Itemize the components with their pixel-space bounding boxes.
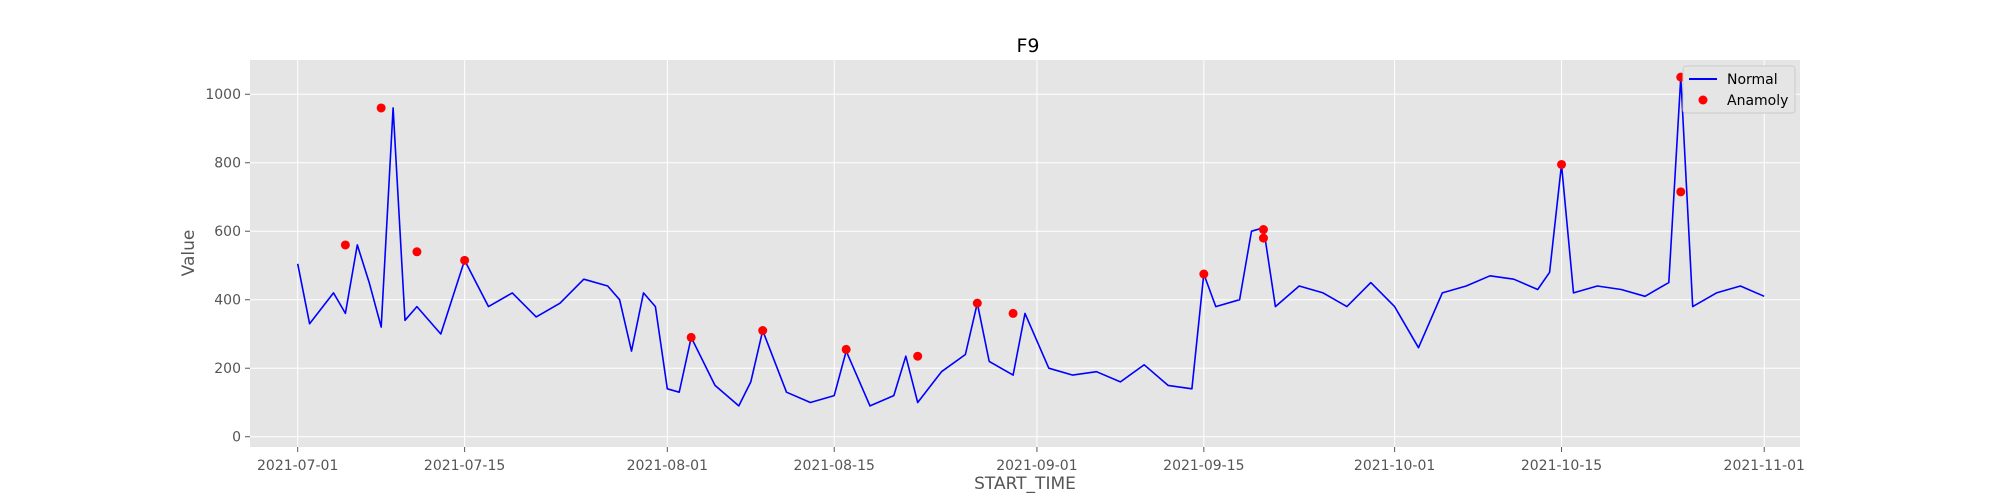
y-tick-label: 0	[232, 430, 241, 446]
legend-anomaly-swatch	[1698, 95, 1708, 105]
y-tick-label: 600	[214, 224, 241, 240]
y-axis-ticks: 0 200 400 600 800 1000	[205, 87, 250, 446]
anomaly-point	[972, 298, 982, 308]
legend: Normal Anamoly	[1682, 65, 1796, 114]
legend-box	[1682, 65, 1796, 114]
plot-area	[250, 60, 1800, 447]
x-tick-label: 2021-08-15	[794, 458, 875, 474]
y-tick-label: 800	[214, 156, 241, 172]
anomaly-point	[841, 344, 851, 354]
anomaly-point	[460, 255, 470, 265]
anomaly-point	[758, 326, 768, 336]
anomaly-point	[913, 351, 923, 361]
anomaly-point	[686, 332, 696, 342]
x-tick-label: 2021-07-01	[257, 458, 338, 474]
anomaly-point	[1258, 233, 1268, 243]
anomaly-point	[340, 240, 350, 250]
series	[296, 72, 1765, 407]
x-axis-ticks: 2021-07-01 2021-07-15 2021-08-01 2021-08-15…	[257, 447, 1805, 474]
y-tick-label: 1000	[205, 87, 241, 103]
y-axis-label: Value	[179, 230, 199, 277]
legend-anomaly-label: Anamoly	[1727, 93, 1788, 109]
x-tick-label: 2021-10-15	[1521, 458, 1602, 474]
grid	[250, 60, 1800, 447]
chart-title: F9	[1016, 35, 1039, 57]
anomaly-point	[1199, 269, 1209, 279]
x-tick-label: 2021-09-15	[1163, 458, 1244, 474]
anomaly-point	[1676, 187, 1686, 197]
x-axis-label: START_TIME	[974, 474, 1076, 494]
x-tick-label: 2021-10-01	[1354, 458, 1435, 474]
anomaly-point	[376, 103, 386, 113]
x-tick-label: 2021-08-01	[627, 458, 708, 474]
legend-normal-label: Normal	[1727, 72, 1778, 88]
y-tick-label: 200	[214, 361, 241, 377]
y-tick-label: 400	[214, 293, 241, 309]
x-tick-label: 2021-07-15	[424, 458, 505, 474]
anomaly-point	[1557, 159, 1567, 169]
anomaly-point	[1258, 225, 1268, 235]
x-tick-label: 2021-09-01	[996, 458, 1077, 474]
anomaly-point	[1008, 308, 1018, 318]
x-tick-label: 2021-11-01	[1724, 458, 1805, 474]
anomaly-point	[412, 247, 422, 257]
